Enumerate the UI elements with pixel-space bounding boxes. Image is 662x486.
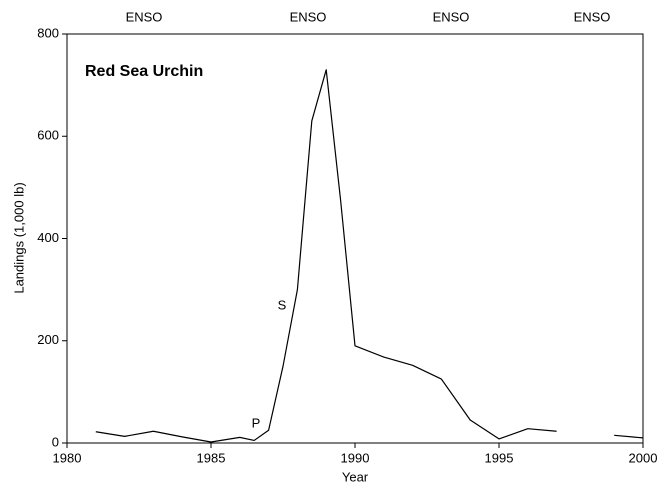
data-line — [614, 434, 644, 439]
y-tick-label: 400 — [37, 230, 59, 245]
annotation: S — [278, 297, 287, 312]
y-tick-label: 600 — [37, 128, 59, 143]
annotation: P — [252, 415, 261, 430]
x-axis-label: Year — [342, 469, 369, 484]
y-tick-label: 800 — [37, 25, 59, 40]
y-axis-label: Landings (1,000 lb) — [11, 182, 26, 293]
x-tick-label: 1980 — [53, 450, 82, 465]
annotation: ENSO — [433, 9, 470, 24]
data-line — [95, 69, 557, 443]
x-tick-label: 1985 — [197, 450, 226, 465]
x-tick-label: 2000 — [629, 450, 658, 465]
y-tick-label: 200 — [37, 332, 59, 347]
annotation: Red Sea Urchin — [85, 63, 203, 80]
plot-frame — [66, 33, 644, 444]
y-tick-label: 0 — [52, 434, 59, 449]
x-tick-label: 1990 — [341, 450, 370, 465]
annotation: ENSO — [290, 9, 327, 24]
annotation: ENSO — [126, 9, 163, 24]
annotation: ENSO — [574, 9, 611, 24]
x-tick-label: 1995 — [485, 450, 514, 465]
